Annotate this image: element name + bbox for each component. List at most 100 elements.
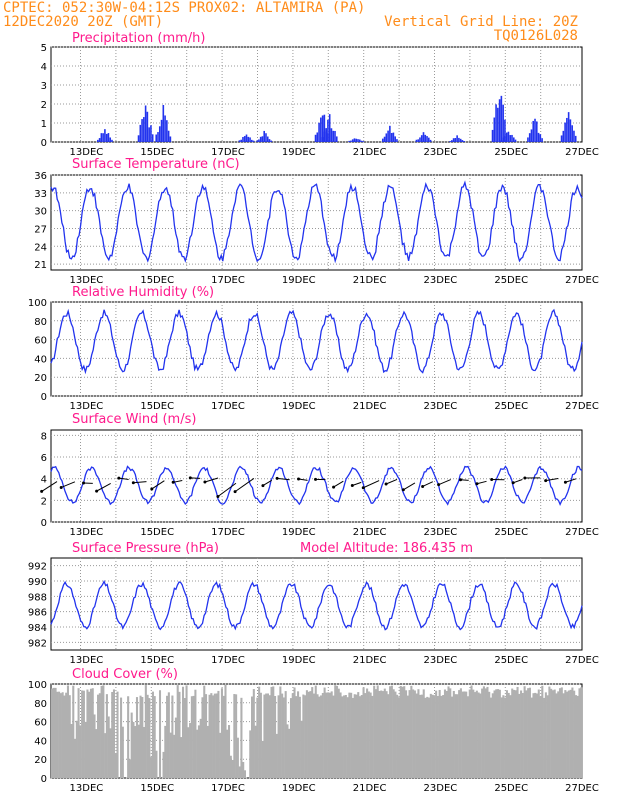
cloud-bar (199, 718, 202, 778)
cloud-bar (442, 694, 445, 778)
x-tick-label: 17DEC (211, 527, 245, 538)
precip-bar (314, 134, 317, 142)
cloud-bar (312, 693, 316, 778)
x-tick-label: 25DEC (494, 655, 528, 666)
cloud-bar (574, 695, 577, 778)
precip-bar (104, 129, 106, 142)
cloud-bar (348, 692, 351, 778)
x-tick-label: 27DEC (565, 147, 599, 158)
cloud-bar (268, 695, 271, 778)
cloud-bar (505, 690, 508, 778)
precip-bar (396, 139, 398, 142)
cloud-bar (580, 687, 583, 778)
wind-vector-head (131, 481, 135, 485)
cloud-bar (192, 695, 195, 778)
y-tick-label: 4 (41, 475, 47, 486)
y-tick-label: 0 (41, 392, 47, 403)
precip-bar (569, 119, 572, 142)
wind-vector (385, 479, 398, 485)
cloud-bar (424, 697, 427, 778)
precip-bar (381, 138, 384, 142)
precip-bar (527, 137, 529, 142)
header-station: CPTEC: 052:30W-04:12S PROX02: ALTAMIRA (… (3, 0, 365, 16)
cloud-bar (550, 688, 553, 778)
y-tick-label: 80 (34, 699, 47, 710)
precip-bar (383, 136, 386, 142)
cloud-bar (143, 726, 146, 778)
precip-bar (164, 115, 166, 142)
x-tick-label: 13DEC (70, 401, 104, 412)
wind-vector (565, 478, 577, 483)
wind-vector (352, 481, 362, 486)
cloud-bar (297, 691, 300, 778)
cloud-bar (511, 688, 514, 778)
cloud-bar (127, 696, 130, 778)
cloud-bar (114, 752, 117, 778)
cloud-bar (180, 737, 183, 778)
precip-bar (97, 139, 99, 142)
precip-bar (268, 139, 271, 142)
precip-bar (491, 129, 494, 142)
wind-vector-head (233, 490, 237, 494)
precip-bar (160, 119, 163, 142)
cloud-bar (194, 689, 197, 778)
x-tick-label: 19DEC (282, 147, 316, 158)
precip-bar (502, 104, 504, 142)
precip-bar (429, 139, 432, 142)
cloud-bar (376, 685, 379, 778)
cloud-bar (328, 692, 331, 778)
cloud-bar (420, 694, 423, 778)
y-tick-label: 60 (34, 718, 47, 729)
wind-vector-head (95, 489, 99, 493)
cloud-bar (567, 690, 570, 778)
cloud-bar (528, 687, 531, 778)
cloud-bar (105, 694, 108, 778)
precip-bar (451, 140, 453, 142)
cloud-bar (525, 690, 528, 778)
precip-bar (151, 134, 154, 142)
cloud-bar (289, 698, 293, 778)
x-tick-label: 21DEC (353, 783, 387, 794)
precip-bar (323, 131, 326, 142)
x-tick-label: 27DEC (565, 655, 599, 666)
cloud-bar (66, 685, 69, 778)
x-tick-label: 15DEC (140, 527, 174, 538)
x-tick-label: 19DEC (282, 275, 316, 286)
precip-bar (139, 124, 142, 142)
precip-bar (252, 140, 255, 142)
cloud-bar (291, 693, 294, 778)
cloud-bar (452, 690, 455, 778)
precip-bar (330, 128, 333, 142)
cloud-bar (396, 694, 399, 778)
y-tick-label: 36 (34, 171, 47, 182)
cloud-bar (475, 690, 478, 778)
y-tick-label: 21 (34, 260, 47, 271)
cloud-bar (274, 696, 277, 778)
cloud-bar (120, 697, 123, 778)
cloud-bar (509, 695, 512, 778)
x-tick-label: 27DEC (565, 401, 599, 412)
precip-bar (566, 117, 568, 142)
x-tick-label: 27DEC (565, 783, 599, 794)
cloud-bar (500, 697, 503, 778)
cloud-bar (366, 688, 369, 778)
x-tick-label: 23DEC (424, 275, 458, 286)
precip-bar (504, 135, 506, 142)
cloud-bar (88, 691, 91, 778)
cloud-bar (52, 687, 55, 778)
cloud-bar (422, 689, 425, 778)
cloud-bar (474, 692, 477, 778)
cloud-bar (65, 692, 68, 778)
cloud-bar (472, 689, 475, 778)
x-tick-label: 23DEC (424, 783, 458, 794)
precip-bar (137, 135, 140, 142)
cloud-bar (59, 693, 62, 778)
cloud-bar (544, 692, 547, 778)
precip-bar (259, 136, 262, 142)
cloud-bar (238, 766, 241, 778)
precip-bar (111, 139, 113, 142)
precipitation-title: Precipitation (mm/h) (72, 31, 205, 46)
cloud-bar (504, 697, 507, 778)
pressure-title: Surface Pressure (hPa) (72, 541, 219, 556)
cloud-bar (208, 694, 211, 778)
